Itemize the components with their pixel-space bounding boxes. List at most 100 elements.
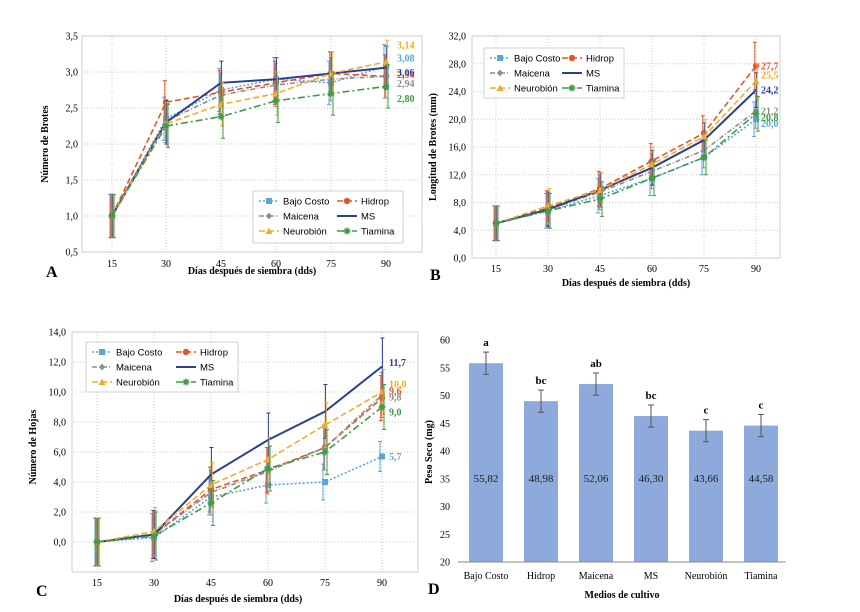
panel-d-bar-ms bbox=[634, 416, 668, 562]
panel-d-ytick-label: 50 bbox=[440, 391, 450, 402]
panel-b-ytick-label: 24,0 bbox=[449, 87, 467, 98]
panel-a-point bbox=[162, 122, 170, 130]
panel-c-end-label-hidrop: 9,6 bbox=[389, 387, 402, 398]
panel-b-legend-item-bajo-costo: Bajo Costo bbox=[490, 54, 560, 65]
panel-a-xtick-label: 15 bbox=[107, 259, 117, 270]
panel-a-series-tiamina bbox=[108, 64, 390, 239]
panel-a-end-label-ms: 3,06 bbox=[397, 68, 415, 79]
panel-a-legend-item-tiamina: Tiamina bbox=[337, 227, 395, 238]
panel-d-bar-group-hidrop: bc 48,98 bbox=[524, 375, 558, 562]
panel-c-point bbox=[379, 453, 385, 460]
panel-c-ytick-label: 10,0 bbox=[49, 388, 67, 399]
panel-b-legend-marker bbox=[496, 84, 504, 91]
panel-a-point bbox=[327, 90, 335, 98]
panel-b-letter: B bbox=[430, 267, 441, 284]
panel-b-xtick-label: 45 bbox=[595, 264, 605, 275]
panel-d-ytick-label: 20 bbox=[440, 558, 450, 569]
panel-c-end-label-neurobion: 10,0 bbox=[389, 380, 407, 391]
panel-d-significance-letter: ab bbox=[590, 358, 602, 370]
panel-b-legend-item-ms: MS bbox=[562, 69, 600, 80]
panel-b-line-neurobion bbox=[495, 80, 757, 225]
panel-a-xtick-label: 60 bbox=[271, 259, 281, 270]
panel-c-line-neurobion bbox=[96, 391, 383, 543]
panel-d-significance-letter: bc bbox=[646, 390, 657, 402]
panel-b-point bbox=[700, 153, 708, 161]
panel-c-legend-item-neurobion: Neurobión bbox=[92, 378, 160, 389]
panel-b-legend-marker bbox=[568, 54, 576, 62]
panel-b-legend-item-tiamina: Tiamina bbox=[562, 84, 620, 95]
panel-c-legend-label: Hidrop bbox=[200, 348, 228, 359]
panel-b-ytick-label: 8,0 bbox=[454, 198, 467, 209]
panel-b-point bbox=[648, 174, 656, 182]
panel-b-point bbox=[596, 195, 604, 203]
panel-c-point bbox=[264, 465, 272, 472]
panel-c-end-labels: 5,7 9,69,8 11,7 10,0 9,0 bbox=[389, 358, 407, 463]
panel-d-bar-value: 44,58 bbox=[749, 473, 774, 485]
panel-d-ytick-label: 55 bbox=[440, 363, 450, 374]
panel-b-end-labels: 20,0 27,7 21,2 24,2 25,5 20,8 bbox=[761, 61, 779, 129]
panel-b-end-label-neurobion: 25,5 bbox=[761, 71, 779, 82]
panel-a-line-hidrop bbox=[111, 72, 387, 217]
panel-c-xticks: 15 30 45 60 75 90 bbox=[92, 578, 387, 589]
panel-a-legend-label: Tiamina bbox=[361, 227, 395, 238]
panel-b-ytick-label: 0,0 bbox=[454, 254, 467, 265]
panel-c-ytick-label: 6,0 bbox=[54, 448, 67, 459]
panel-a-legend-marker bbox=[343, 227, 351, 235]
panel-a-letter: A bbox=[46, 264, 58, 281]
panel-d-bar-hidrop bbox=[524, 401, 558, 562]
panel-a-legend: Bajo Costo Hidrop Maicena MS Neurobión Tiamin… bbox=[252, 190, 404, 244]
panel-a-ytick-label: 1,5 bbox=[66, 176, 79, 187]
panel-b-ytick-label: 12,0 bbox=[449, 170, 467, 181]
panel-a-legend-box bbox=[252, 190, 404, 244]
panel-b-xticks: 15 30 45 60 75 90 bbox=[491, 264, 761, 275]
panel-d-bar-group-maicena: ab 52,06 bbox=[579, 358, 613, 562]
panel-a-ytick-label: 1,0 bbox=[66, 212, 79, 223]
panel-b-xtick-label: 60 bbox=[647, 264, 657, 275]
panel-d-bar-value: 52,06 bbox=[584, 473, 609, 485]
panel-c-legend-item-ms: MS bbox=[176, 363, 214, 374]
panel-d-ytick-label: 45 bbox=[440, 419, 450, 430]
panel-b-series bbox=[492, 41, 760, 242]
panel-d-bar-value: 46,30 bbox=[639, 473, 664, 485]
panel-c-ytick-label: 8,0 bbox=[54, 418, 67, 429]
panel-c-line-ms bbox=[96, 365, 383, 543]
panel-a-xticks: 15 30 45 60 75 90 bbox=[107, 259, 391, 270]
panel-a-legend-item-bajo-costo: Bajo Costo bbox=[259, 197, 329, 208]
panel-d: D Medios de cultivo Peso Seco (mg) 20 25 3… bbox=[424, 336, 786, 601]
panel-b-legend-item-maicena: Maicena bbox=[490, 69, 551, 80]
panel-a-ytick-label: 2,0 bbox=[66, 140, 79, 151]
panel-b-end-label-hidrop: 27,7 bbox=[761, 61, 779, 72]
panel-d-bar-value: 48,98 bbox=[529, 473, 554, 485]
panel-d-category-label: Maicena bbox=[579, 571, 614, 582]
panel-c-legend-item-hidrop: Hidrop bbox=[176, 348, 228, 359]
panel-b-ylabel: Longitud de Brotes (mm) bbox=[428, 93, 439, 201]
panel-c: C Días después de siembra (dds) Número d… bbox=[28, 328, 419, 605]
panel-a-legend-label: Hidrop bbox=[361, 197, 389, 208]
panel-c-end-label-maicena: 9,8 bbox=[389, 393, 402, 404]
panel-b-point bbox=[752, 77, 760, 85]
panel-b-legend-marker bbox=[497, 69, 503, 77]
panel-a-legend-marker bbox=[266, 198, 272, 204]
panel-b-end-label-maicena: 21,2 bbox=[761, 106, 779, 117]
panel-d-ylabel: Peso Seco (mg) bbox=[424, 420, 435, 484]
panel-b-legend-item-hidrop: Hidrop bbox=[562, 54, 614, 65]
panel-b-legend: Bajo Costo Hidrop Maicena MS Neurobión Tiamin… bbox=[483, 47, 625, 99]
panel-c-point bbox=[93, 538, 101, 546]
panel-b-ytick-label: 20,0 bbox=[449, 115, 467, 126]
panel-c-ylabel: Número de Hojas bbox=[28, 409, 39, 484]
panel-d-significance-letter: a bbox=[483, 337, 489, 349]
panel-b-line-ms bbox=[495, 89, 757, 225]
panel-a-point bbox=[217, 113, 225, 121]
panel-a-point bbox=[272, 97, 280, 105]
panel-b-legend-label: Hidrop bbox=[586, 54, 614, 65]
panel-a-xtick-label: 30 bbox=[161, 259, 171, 270]
panel-b-xtick-label: 15 bbox=[491, 264, 501, 275]
panel-a-legend-label: Maicena bbox=[283, 212, 320, 223]
panel-d-significance-letter: c bbox=[759, 399, 764, 411]
panel-c-ytick-label: 14,0 bbox=[49, 328, 67, 339]
panel-c-legend-item-bajo-costo: Bajo Costo bbox=[92, 348, 162, 359]
panel-b-legend-item-neurobion: Neurobión bbox=[490, 84, 558, 95]
panel-a-end-labels: 3,08 2,942,943,06 3,14 2,80 bbox=[397, 40, 415, 104]
panel-d-xlabel: Medios de cultivo bbox=[585, 590, 660, 601]
